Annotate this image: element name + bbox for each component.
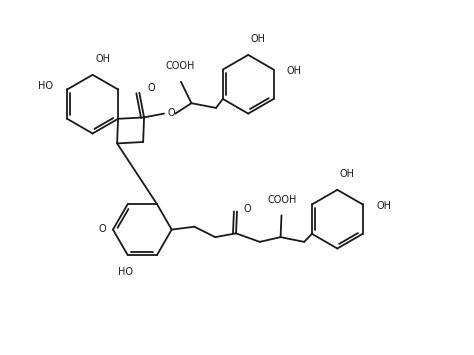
- Text: O: O: [99, 224, 106, 234]
- Text: O: O: [168, 108, 175, 118]
- Text: OH: OH: [376, 201, 391, 211]
- Text: OH: OH: [95, 54, 110, 64]
- Text: COOH: COOH: [165, 61, 195, 71]
- Text: COOH: COOH: [268, 195, 297, 205]
- Text: OH: OH: [287, 66, 302, 76]
- Text: OH: OH: [340, 169, 355, 179]
- Text: HO: HO: [38, 81, 53, 91]
- Text: HO: HO: [118, 267, 133, 277]
- Text: OH: OH: [251, 34, 265, 44]
- Text: O: O: [244, 204, 251, 214]
- Text: O: O: [148, 83, 155, 93]
